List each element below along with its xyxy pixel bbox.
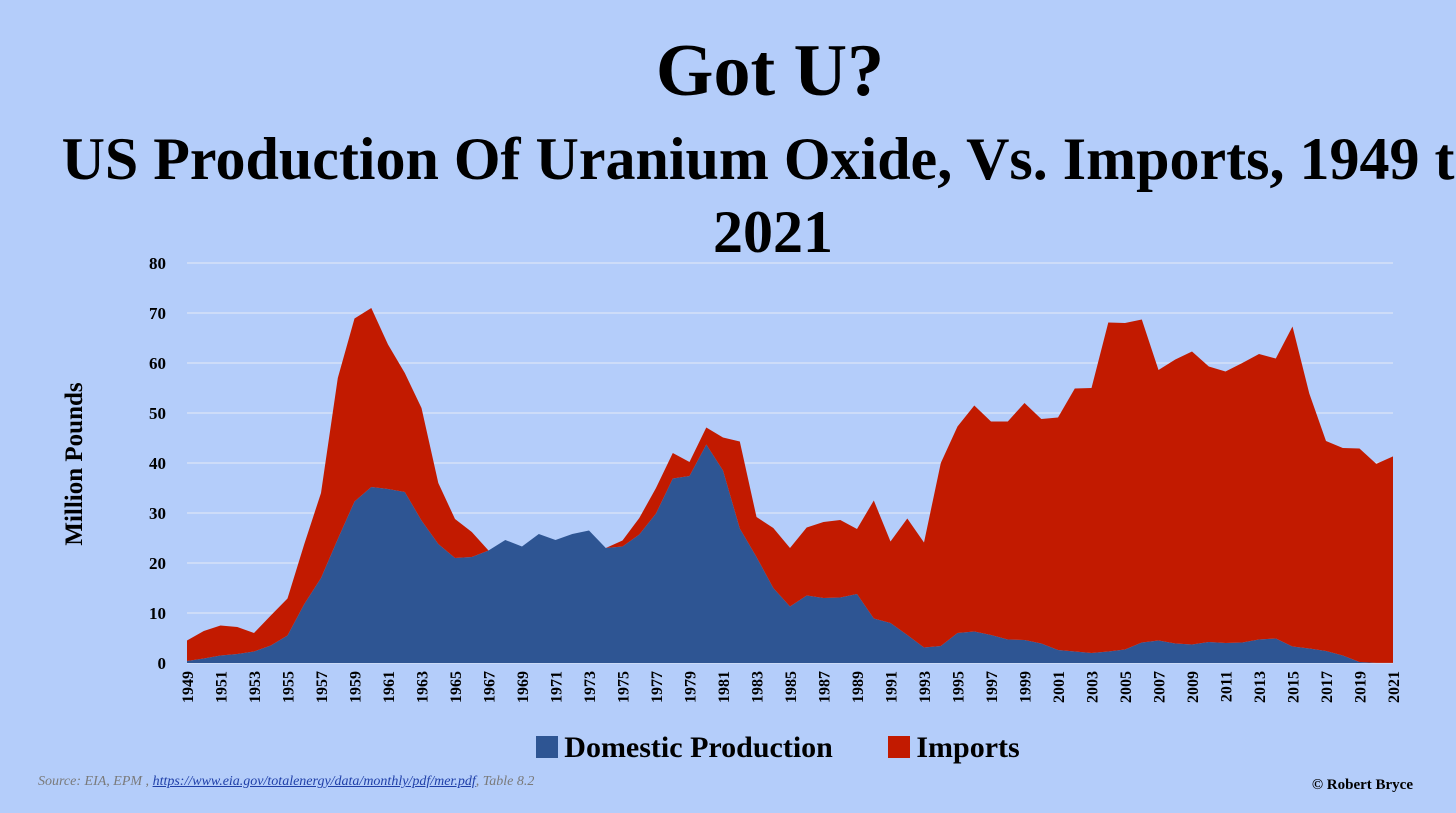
x-tick-label: 1979 xyxy=(683,671,700,703)
x-tick-label: 1967 xyxy=(482,671,499,703)
x-tick-label: 2009 xyxy=(1185,671,1202,703)
credit-label: © Robert Bryce xyxy=(1311,777,1413,793)
legend-item-domestic: Domestic Production xyxy=(536,731,833,765)
y-axis-label: Million Pounds xyxy=(61,382,88,546)
x-tick-label: 2001 xyxy=(1051,671,1068,703)
x-tick-label: 1983 xyxy=(750,671,767,703)
area-domestic-production xyxy=(187,444,1393,663)
x-tick-label: 1973 xyxy=(582,671,599,703)
x-tick-label: 1949 xyxy=(180,671,197,703)
source-link[interactable]: https://www.eia.gov/totalenergy/data/mon… xyxy=(152,774,476,789)
x-tick-label: 2021 xyxy=(1386,671,1403,703)
y-tick-label: 10 xyxy=(149,604,166,623)
x-tick-label: 1963 xyxy=(415,671,432,703)
x-tick-label: 2003 xyxy=(1085,671,1102,703)
x-tick-label: 2017 xyxy=(1319,671,1336,703)
y-tick-label: 30 xyxy=(149,504,166,523)
legend-swatch-domestic xyxy=(536,736,559,759)
y-tick-label: 80 xyxy=(149,254,166,273)
x-tick-label: 2015 xyxy=(1286,671,1303,703)
y-tick-label: 20 xyxy=(149,554,166,573)
x-tick-label: 1989 xyxy=(850,671,867,703)
legend-label-domestic: Domestic Production xyxy=(564,731,833,765)
area-imports xyxy=(187,308,1393,663)
x-tick-label: 1975 xyxy=(616,671,633,703)
x-tick-label: 1953 xyxy=(247,671,264,703)
x-tick-label: 1981 xyxy=(716,671,733,703)
chart-subtitle: US Production Of Uranium Oxide, Vs. Impo… xyxy=(61,126,1456,265)
y-tick-label: 60 xyxy=(149,354,166,373)
x-tick-label: 1985 xyxy=(783,671,800,703)
source-suffix: , Table 8.2 xyxy=(475,774,535,789)
x-tick-label: 1991 xyxy=(884,671,901,703)
x-tick-label: 1961 xyxy=(381,671,398,703)
y-tick-label: 40 xyxy=(149,454,166,473)
legend-label-imports: Imports xyxy=(916,731,1020,765)
x-tick-label: 1987 xyxy=(817,671,834,703)
legend-swatch-imports xyxy=(888,736,911,759)
x-tick-label: 1971 xyxy=(549,671,566,703)
x-axis-ticks: 1949 1951 1953 1955 1957 1959 1961 1963 1965 1967… xyxy=(180,671,1403,703)
x-tick-label: 1955 xyxy=(281,671,298,703)
plot-areas xyxy=(187,308,1393,663)
x-tick-label: 2011 xyxy=(1219,671,1236,702)
y-axis-ticks: 0 10 20 30 40 50 60 70 80 xyxy=(149,254,166,673)
x-tick-label: 1959 xyxy=(348,671,365,703)
source-prefix: Source: EIA, EPM , xyxy=(38,774,153,789)
source-note: Source: EIA, EPM , https://www.eia.gov/t… xyxy=(38,774,534,790)
x-tick-label: 1993 xyxy=(917,671,934,703)
x-tick-label: 2007 xyxy=(1152,671,1169,703)
y-tick-label: 70 xyxy=(149,304,166,323)
x-tick-label: 1999 xyxy=(1018,671,1035,703)
x-tick-label: 1995 xyxy=(951,671,968,703)
y-tick-label: 50 xyxy=(149,404,166,423)
legend-item-imports: Imports xyxy=(888,731,1020,765)
chart-title: Got U? xyxy=(655,30,885,112)
x-tick-label: 1977 xyxy=(649,671,666,703)
x-tick-label: 1965 xyxy=(448,671,465,703)
x-tick-label: 1997 xyxy=(984,671,1001,703)
y-tick-label: 0 xyxy=(158,654,167,673)
legend: Domestic Production Imports xyxy=(0,729,1456,765)
x-tick-label: 2005 xyxy=(1118,671,1135,703)
x-tick-label: 2019 xyxy=(1353,671,1370,703)
x-tick-label: 2013 xyxy=(1252,671,1269,703)
x-tick-label: 1957 xyxy=(314,671,331,703)
x-tick-label: 1969 xyxy=(515,671,532,703)
x-tick-label: 1951 xyxy=(214,671,231,703)
